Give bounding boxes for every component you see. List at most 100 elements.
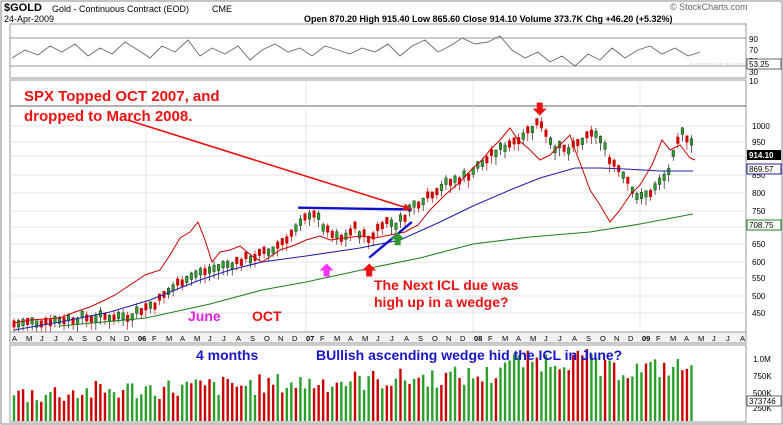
x-tick-label: M [194,334,200,343]
x-tick-label: A [180,334,185,343]
x-tick-label: D [124,334,130,343]
x-tick-label: J [40,334,44,343]
candle-body [603,142,607,150]
volume-bar [185,381,188,421]
volume-bar [190,383,193,421]
annotation-arrow-line [127,119,413,211]
volume-bar [258,374,261,421]
volume-tick: 250K [753,404,772,413]
volume-bar [121,389,125,421]
volume-bar [85,388,88,421]
candle-body [380,222,384,230]
volume-bar [472,378,475,421]
candle-body [626,176,630,184]
volume-bar [617,380,620,421]
volume-bar [635,363,639,421]
candle-body [389,219,393,227]
candle-body [89,315,93,323]
candle-body [467,173,471,181]
x-tick-label: J [726,334,730,343]
volume-last-box [746,395,782,407]
volume-bar [276,374,279,421]
x-tick-label: J [390,334,394,343]
rsi-tick: 90 [749,35,758,44]
volume-bar [240,385,243,421]
candle-body [217,264,221,272]
volume-bar [112,392,116,421]
candle-body [498,142,502,150]
volume-bar [26,402,29,421]
x-tick-label: M [26,334,32,343]
candle-body [412,200,416,208]
volume-bar [262,392,266,421]
price-panel [9,79,747,336]
x-tick-label: J [558,334,562,343]
x-tick-label: O [432,334,438,343]
candle-body [21,318,25,326]
volume-bar [499,367,502,421]
volume-bar [317,384,320,421]
volume-bar [467,367,470,421]
volume-bar [40,401,43,421]
x-tick-label: D [628,334,634,343]
x-tick-label: A [572,334,577,343]
volume-bar [631,376,634,421]
x-tick-label: A [68,334,73,343]
volume-bar [162,386,166,421]
price-axis: 1000 950 900 850 800 750 700 650 600 550… [746,122,782,318]
x-axis-band [9,331,747,344]
volume-bar [58,397,61,421]
candle-body [212,264,216,272]
x-axis: A M J J A S O N D 06 F M A M J J A S O N D 07 F M A M J J A S O N D 08 F M A… [12,334,745,343]
x-tick-label: M [362,334,368,343]
volume-bar [503,362,507,421]
green-marker-arrow [390,232,405,246]
volume-bar [371,370,375,421]
candle-body [267,248,271,256]
candle-body [280,238,284,246]
candle-body [144,303,148,311]
volume-bar [290,382,293,421]
x-tick-label: A [12,334,17,343]
candle-body [448,178,452,186]
candle-body [539,121,543,129]
volume-bar [126,383,129,421]
price-tick: 650 [752,240,766,249]
candle-body [303,213,307,221]
volume-bar [249,379,252,421]
candle-body [639,192,643,200]
x-tick-label: N [614,334,619,343]
volume-bar [535,357,539,421]
volume-bar [644,363,648,421]
candle-body [221,261,225,269]
arrows [127,102,547,277]
candle-body [203,268,207,276]
volume-bar [435,387,439,421]
volume-bar [321,379,325,421]
volume-bar [408,383,411,421]
price-tick: 800 [752,189,766,198]
price-tick: 550 [752,274,766,283]
volume-bar [494,378,498,421]
volume-bar [608,360,611,421]
volume-bar [103,392,107,421]
volume-bar [44,394,48,421]
volume-bar [681,370,684,421]
volume-bar [508,360,511,421]
volume-bar [531,361,534,421]
candle-body [135,306,139,314]
candle-body [426,191,430,199]
candle-body [148,301,152,309]
volume-bar [271,384,275,421]
x-tick-label: O [600,334,606,343]
candle-body [435,188,439,196]
candle-body [521,132,525,140]
volume-bar [685,368,689,421]
volume-bar [167,380,170,421]
volume-bar [99,384,102,421]
volume-bar [267,377,270,421]
volume-bar [612,362,616,421]
volume-bar [594,357,598,421]
rsi-last-box [746,58,782,70]
candle-body [112,314,116,322]
